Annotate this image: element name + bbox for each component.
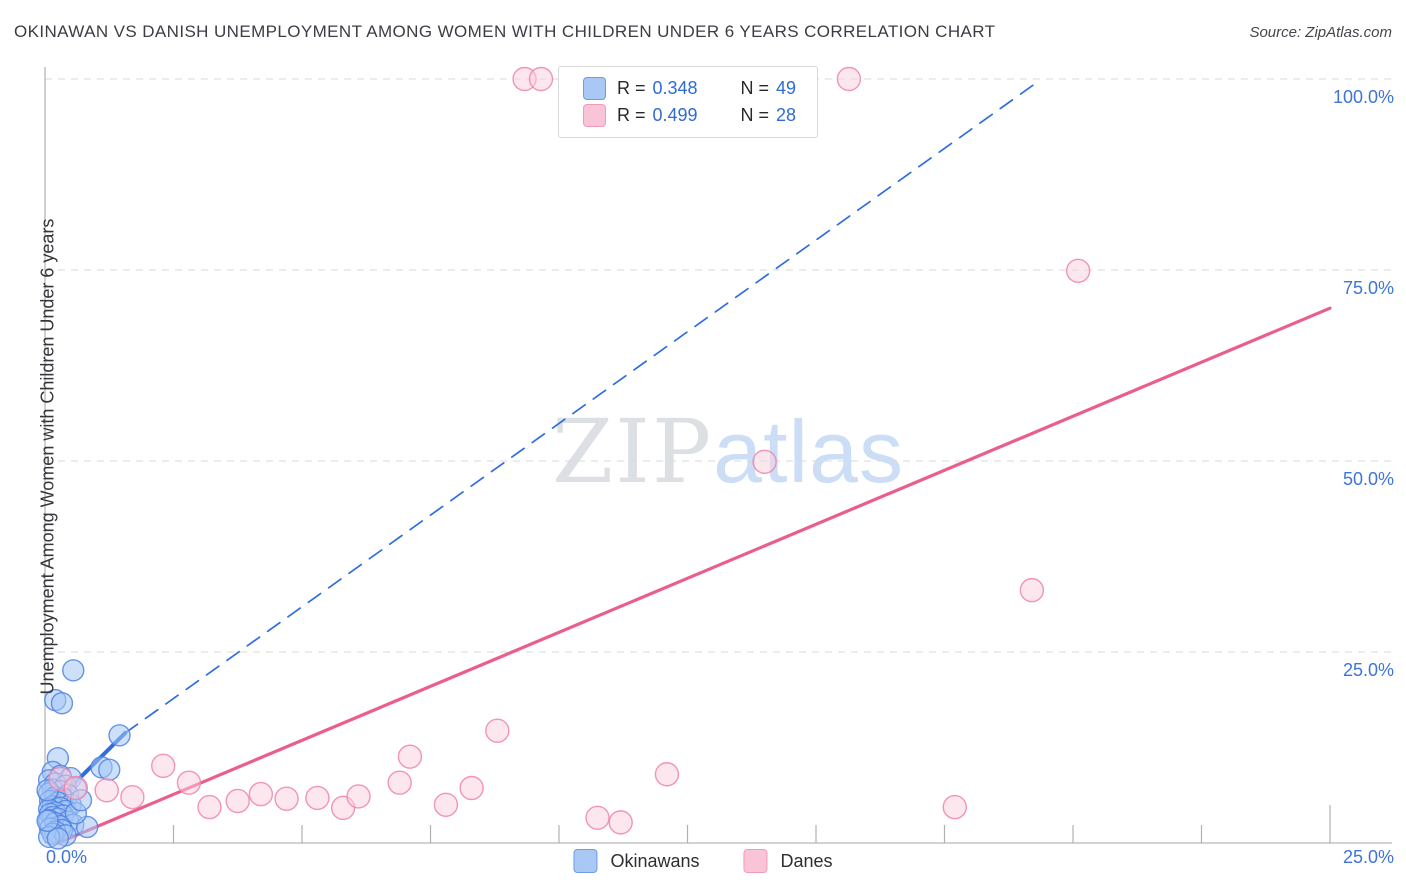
series-legend: Okinawans Danes xyxy=(573,849,833,873)
okinawan-point[interactable] xyxy=(50,691,74,715)
dane-point[interactable] xyxy=(346,784,371,809)
y-tick-label-100: 100.0% xyxy=(1332,87,1394,107)
okinawan-point[interactable] xyxy=(98,758,121,781)
dane-point[interactable] xyxy=(608,810,633,835)
okinawan-point[interactable] xyxy=(108,724,131,747)
danes-swatch-icon xyxy=(583,104,606,127)
danes-legend-label: Danes xyxy=(780,850,833,871)
y-axis-title: Unemployment Among Women with Children U… xyxy=(37,218,58,695)
dane-point[interactable] xyxy=(120,784,145,810)
x-axis-min-label: 0.0% xyxy=(46,847,88,867)
dane-point[interactable] xyxy=(225,788,250,814)
correlation-legend: R = 0.348 N = 49 R = 0.499 N = 28 xyxy=(558,66,818,138)
dane-point[interactable] xyxy=(176,770,202,795)
legend-row-okinawans: R = 0.348 N = 49 xyxy=(583,75,817,102)
dane-point[interactable] xyxy=(585,805,610,830)
dane-point[interactable] xyxy=(63,775,89,801)
dane-point[interactable] xyxy=(942,794,967,820)
legend-row-danes: R = 0.499 N = 28 xyxy=(583,102,817,129)
dane-point[interactable] xyxy=(151,753,176,779)
y-tick-label-50: 50.0% xyxy=(1342,469,1394,489)
dane-point[interactable] xyxy=(485,718,510,743)
page-title: OKINAWAN VS DANISH UNEMPLOYMENT AMONG WO… xyxy=(14,22,996,41)
dane-point[interactable] xyxy=(248,781,274,807)
dane-point[interactable] xyxy=(1019,577,1045,603)
dane-point[interactable] xyxy=(752,449,777,474)
okinawan-point[interactable] xyxy=(62,659,85,682)
dane-trend-solid xyxy=(56,306,1332,845)
dane-point[interactable] xyxy=(94,778,119,803)
okinawans-swatch-icon xyxy=(573,849,598,873)
source-label: Source: ZipAtlas.com xyxy=(1249,24,1392,41)
okinawan-point[interactable] xyxy=(36,809,59,833)
n-value-okinawans: 49 xyxy=(776,78,797,98)
dane-point[interactable] xyxy=(397,744,423,769)
danes-swatch-icon xyxy=(743,849,768,873)
dane-point[interactable] xyxy=(528,66,554,92)
r-value-okinawans: 0.348 xyxy=(652,78,698,98)
dane-point[interactable] xyxy=(305,785,330,811)
dane-point[interactable] xyxy=(459,775,484,801)
dane-point[interactable] xyxy=(433,792,459,817)
watermark: ZIPatlas xyxy=(552,408,904,496)
dane-point[interactable] xyxy=(387,770,412,795)
dane-point[interactable] xyxy=(836,66,862,92)
r-label: R = xyxy=(617,78,646,98)
dane-point[interactable] xyxy=(274,786,299,811)
r-label: R = xyxy=(617,105,646,125)
okinawan-point[interactable] xyxy=(46,827,70,850)
dane-point[interactable] xyxy=(1065,258,1091,283)
dane-point[interactable] xyxy=(197,794,222,820)
y-tick-label-75: 75.0% xyxy=(1342,278,1394,298)
okinawans-swatch-icon xyxy=(583,77,606,100)
x-axis-max-label: 25.0% xyxy=(1342,847,1394,867)
watermark-atlas: atlas xyxy=(713,402,905,501)
okinawan-trend-dashed xyxy=(124,79,1041,734)
dane-point[interactable] xyxy=(654,762,680,787)
watermark-zip: ZIP xyxy=(552,400,714,503)
n-label: N = xyxy=(740,78,770,98)
n-label: N = xyxy=(740,105,770,125)
r-value-danes: 0.499 xyxy=(652,105,698,125)
n-value-danes: 28 xyxy=(776,105,797,125)
okinawans-legend-label: Okinawans xyxy=(610,850,700,871)
y-tick-label-25: 25.0% xyxy=(1342,660,1394,680)
